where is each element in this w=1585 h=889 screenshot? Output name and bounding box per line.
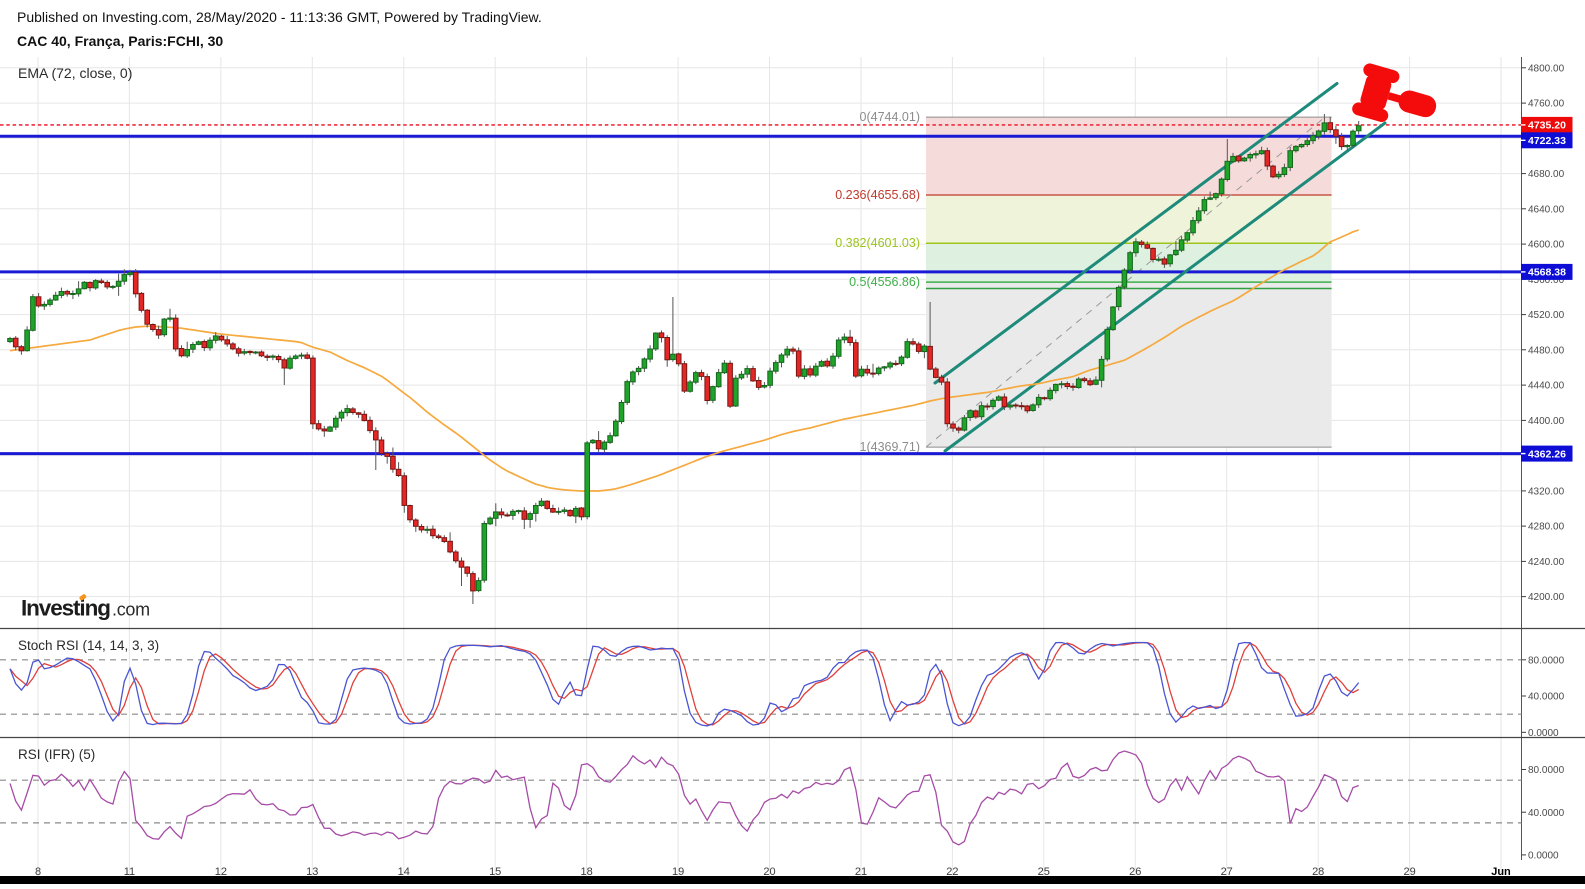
svg-text:0.236(4655.68): 0.236(4655.68) xyxy=(835,188,920,202)
svg-text:0.382(4601.03): 0.382(4601.03) xyxy=(835,236,920,250)
svg-text:Published on Investing.com, 28: Published on Investing.com, 28/May/2020 … xyxy=(17,9,542,25)
svg-text:4568.38: 4568.38 xyxy=(1528,267,1566,279)
svg-text:RSI (IFR) (5): RSI (IFR) (5) xyxy=(18,747,95,762)
svg-text:40.0000: 40.0000 xyxy=(1528,692,1565,703)
svg-text:4440.00: 4440.00 xyxy=(1528,381,1565,392)
svg-text:0(4744.01): 0(4744.01) xyxy=(860,110,920,124)
svg-text:1(4369.71): 1(4369.71) xyxy=(860,440,920,454)
svg-text:.com: .com xyxy=(112,600,150,620)
svg-text:4735.20: 4735.20 xyxy=(1528,120,1566,132)
svg-text:4520.00: 4520.00 xyxy=(1528,310,1565,321)
svg-text:Investing: Investing xyxy=(21,596,110,621)
svg-text:4800.00: 4800.00 xyxy=(1528,63,1565,74)
svg-text:0.0000: 0.0000 xyxy=(1528,851,1559,862)
svg-text:Stoch RSI (14, 14, 3, 3): Stoch RSI (14, 14, 3, 3) xyxy=(18,638,159,653)
svg-text:40.0000: 40.0000 xyxy=(1528,808,1565,819)
svg-text:EMA (72, close, 0): EMA (72, close, 0) xyxy=(18,65,132,81)
svg-text:4480.00: 4480.00 xyxy=(1528,345,1565,356)
svg-text:4722.33: 4722.33 xyxy=(1528,135,1566,147)
svg-text:4240.00: 4240.00 xyxy=(1528,557,1565,568)
svg-text:80.0000: 80.0000 xyxy=(1528,655,1565,666)
svg-text:4320.00: 4320.00 xyxy=(1528,487,1565,498)
svg-text:0.5(4556.86): 0.5(4556.86) xyxy=(849,275,920,289)
svg-text:4760.00: 4760.00 xyxy=(1528,99,1565,110)
svg-text:4400.00: 4400.00 xyxy=(1528,416,1565,427)
svg-text:4280.00: 4280.00 xyxy=(1528,522,1565,533)
svg-text:4600.00: 4600.00 xyxy=(1528,240,1565,251)
svg-text:4680.00: 4680.00 xyxy=(1528,169,1565,180)
svg-text:CAC 40, França, Paris:FCHI, 30: CAC 40, França, Paris:FCHI, 30 xyxy=(17,33,223,49)
svg-text:80.0000: 80.0000 xyxy=(1528,765,1565,776)
svg-text:4200.00: 4200.00 xyxy=(1528,592,1565,603)
svg-text:4362.26: 4362.26 xyxy=(1528,448,1566,460)
svg-text:0.0000: 0.0000 xyxy=(1528,728,1559,739)
svg-text:4640.00: 4640.00 xyxy=(1528,204,1565,215)
